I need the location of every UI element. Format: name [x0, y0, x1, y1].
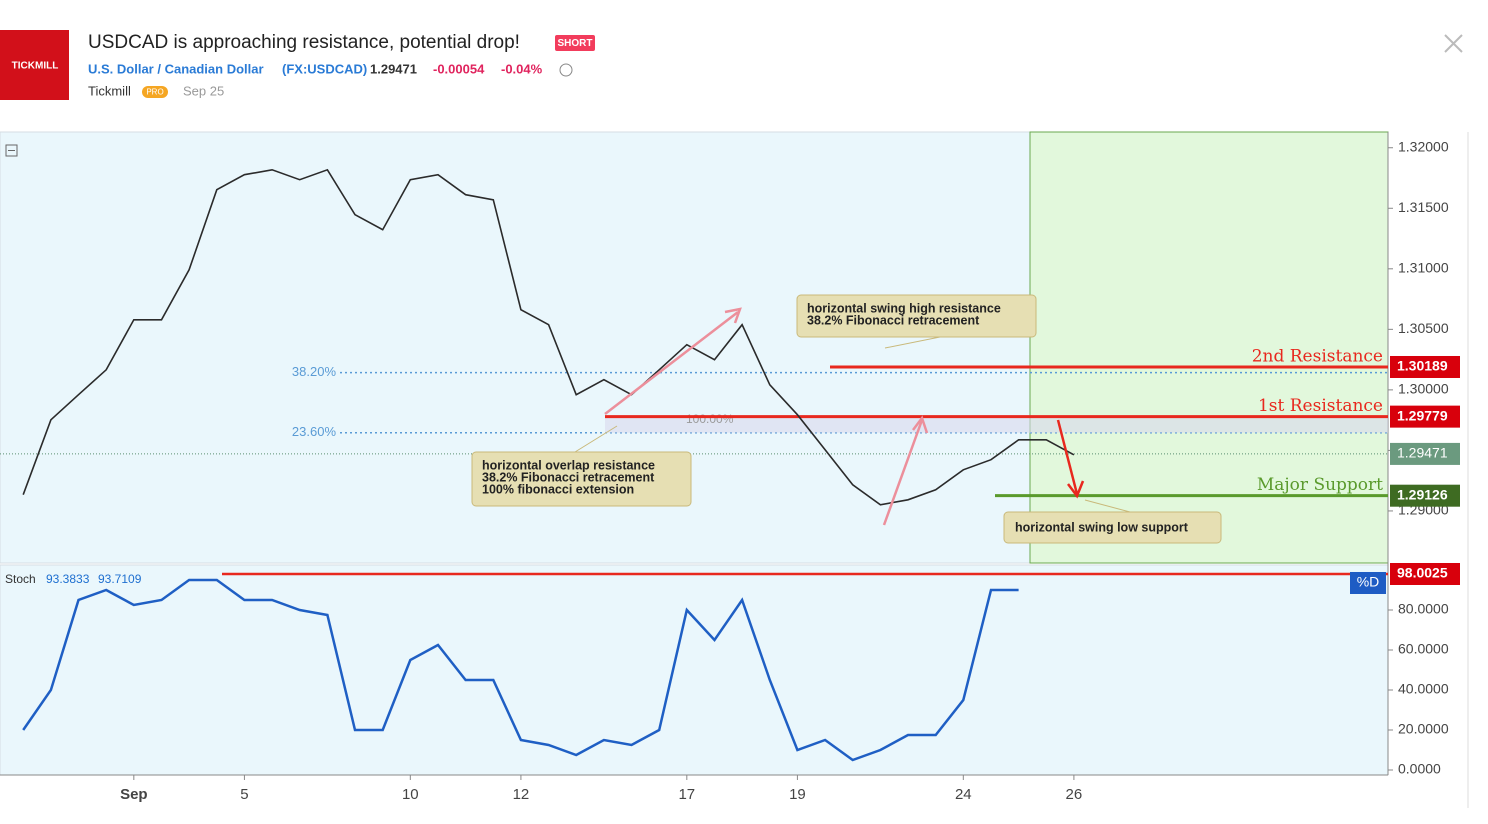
annotation-box	[796, 294, 1037, 338]
y-tick-label: 1.30500	[1398, 320, 1449, 336]
symbol[interactable]: U.S. Dollar / Canadian Dollar	[88, 61, 264, 76]
author[interactable]: Tickmill	[88, 83, 131, 98]
callout-pointer	[1084, 499, 1131, 513]
short-badge	[555, 35, 595, 51]
series-line	[22, 168, 1075, 506]
logo-box	[0, 30, 69, 100]
ticker[interactable]: (FX:USDCAD)	[282, 61, 367, 76]
idea-title: USDCAD is approaching resistance, potent…	[88, 32, 520, 53]
annotation-text: 38.2% Fibonacci retracement	[482, 470, 655, 484]
level-tag-label: 1.30189	[1397, 358, 1448, 374]
annotation-text: 38.2% Fibonacci retracement	[807, 313, 980, 327]
x-tick-label: 10	[402, 786, 419, 803]
y-tick-label: 80.0000	[1398, 601, 1449, 617]
annotation-box	[471, 451, 692, 507]
y-tick-label: 40.0000	[1398, 681, 1449, 697]
annotation-text: horizontal overlap resistance	[482, 458, 655, 472]
arrow	[1056, 419, 1079, 495]
arrow	[882, 419, 924, 526]
x-tick-label: Sep	[120, 786, 148, 803]
level-tag-label: 98.0025	[1397, 565, 1448, 581]
level-name: 1st Resistance	[1258, 396, 1383, 416]
annotation-text: horizontal swing high resistance	[807, 301, 1001, 315]
pro-badge	[142, 86, 168, 98]
callout-pointer	[574, 425, 618, 453]
change-pct: -0.04%	[501, 61, 543, 76]
level-tag-label: 1.29126	[1397, 486, 1448, 502]
level-tag	[1390, 405, 1460, 428]
y-tick-label: 20.0000	[1398, 721, 1449, 737]
price: 1.29471	[370, 61, 417, 76]
logo: TICKMILL	[12, 61, 59, 72]
date: Sep 25	[183, 83, 224, 98]
y-tick-label: 1.30000	[1398, 381, 1449, 397]
callout-pointer	[884, 336, 941, 349]
level-name: 2nd Resistance	[1252, 346, 1383, 366]
legend-value: 93.7109	[98, 572, 142, 586]
arrow-head	[912, 415, 929, 434]
annotation-text: horizontal swing low support	[1015, 520, 1189, 534]
x-tick-label: 12	[513, 786, 530, 803]
short-label: SHORT	[558, 38, 593, 49]
fib-label: 100.00%	[686, 412, 734, 426]
x-tick-label: 26	[1066, 786, 1083, 803]
y-tick-label: 1.31500	[1398, 199, 1449, 215]
fib-zone	[605, 416, 1388, 433]
forecast-region	[1029, 131, 1389, 564]
chart-area: 1.290001.295001.300001.305001.310001.315…	[0, 131, 1469, 808]
tag-label: %D	[1357, 574, 1380, 590]
arrow-head	[1067, 480, 1085, 499]
level-name: Major Support	[1257, 475, 1383, 495]
close-button[interactable]	[1444, 34, 1463, 53]
x-tick-label: 17	[678, 786, 695, 803]
arrow	[604, 311, 739, 415]
series-line	[22, 578, 1019, 762]
x-tick-label: 24	[955, 786, 972, 803]
legend-label: Stoch	[5, 572, 36, 586]
y-tick-label: 0.0000	[1398, 761, 1441, 777]
collapse-icon[interactable]	[5, 144, 18, 157]
current-price-label: 1.29471	[1397, 445, 1448, 461]
arrow-head	[724, 307, 742, 324]
pro-label: PRO	[146, 88, 163, 97]
alarm-icon[interactable]	[559, 63, 573, 77]
level-tag	[1390, 355, 1460, 378]
y-tick-label: 1.31000	[1398, 260, 1449, 276]
y-tick-label: 60.0000	[1398, 641, 1449, 657]
pane-background	[0, 564, 1389, 776]
annotation-box	[1003, 511, 1222, 544]
change: -0.00054	[433, 61, 485, 76]
level-tag	[1390, 484, 1460, 507]
legend-value: 93.3833	[46, 572, 90, 586]
level-tag-label: 1.29779	[1397, 407, 1448, 423]
level-tag	[1390, 562, 1460, 585]
current-price-tag	[1390, 442, 1460, 465]
fib-label: 38.20%	[292, 364, 337, 379]
annotation-text: 100% fibonacci extension	[482, 482, 634, 496]
tag-box	[1350, 571, 1386, 594]
x-tick-label: 19	[789, 786, 806, 803]
x-tick-label: 5	[240, 786, 248, 803]
fib-label: 23.60%	[292, 424, 337, 439]
y-tick-label: 1.32000	[1398, 138, 1449, 154]
